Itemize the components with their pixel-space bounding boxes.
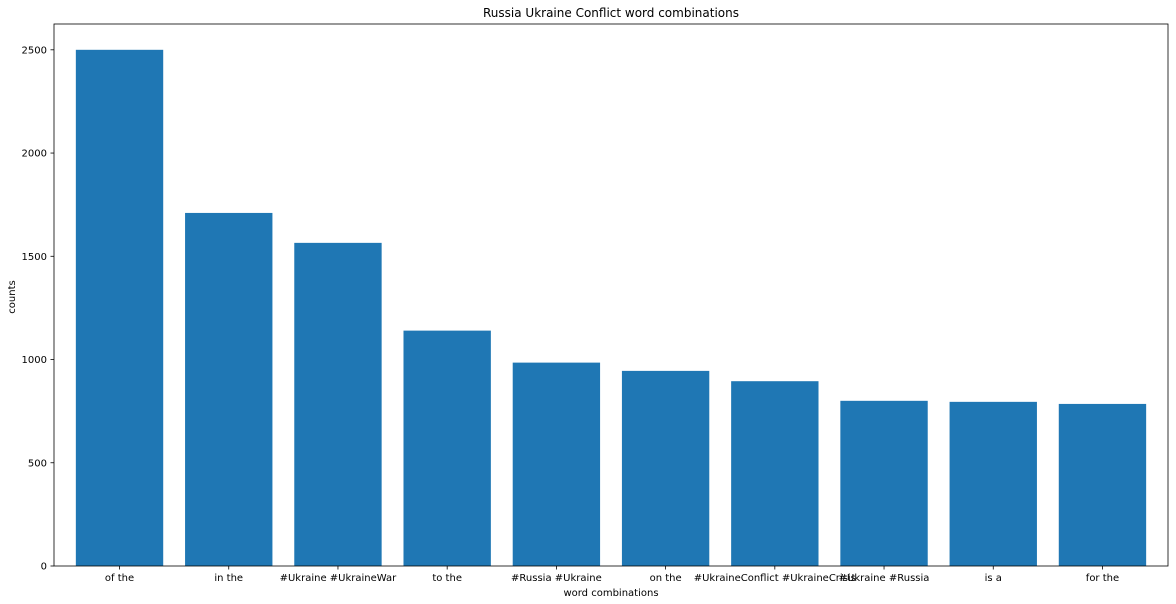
bar xyxy=(403,330,491,566)
x-tick-label: #UkraineConflict #UkraineCrisis xyxy=(694,573,856,584)
y-tick-label: 1000 xyxy=(22,355,47,366)
y-tick-label: 0 xyxy=(41,562,47,573)
x-tick-label: on the xyxy=(650,573,682,584)
x-tick-label: is a xyxy=(985,573,1002,584)
x-axis-label: word combinations xyxy=(563,588,658,599)
bar xyxy=(840,400,928,566)
y-axis-label: counts xyxy=(7,280,18,313)
bar xyxy=(185,212,273,566)
plot-area-frame xyxy=(53,23,1169,567)
y-tick-label: 2500 xyxy=(22,45,47,56)
bar xyxy=(731,381,819,566)
x-tick-label: to the xyxy=(432,573,462,584)
bar xyxy=(949,401,1037,566)
bar xyxy=(1058,403,1147,566)
axis-ticks: of the in the #Ukraine #UkraineWar to the #R… xyxy=(22,45,1120,584)
y-tick-label: 500 xyxy=(28,458,47,469)
bar xyxy=(294,242,382,567)
chart-title: Russia Ukraine Conflict word combination… xyxy=(483,6,739,20)
x-tick-label: #Ukraine #Russia xyxy=(839,573,930,584)
bars-group xyxy=(75,49,1147,567)
y-tick-label: 2000 xyxy=(22,149,47,160)
x-tick-label: #Ukraine #UkraineWar xyxy=(280,573,398,584)
x-tick-label: #Russia #Ukraine xyxy=(511,573,602,584)
bar xyxy=(621,370,710,566)
x-tick-label: for the xyxy=(1086,573,1119,584)
x-tick-label: in the xyxy=(214,573,243,584)
bar xyxy=(512,362,601,566)
x-tick-label: of the xyxy=(105,573,134,584)
bar xyxy=(75,49,164,567)
y-tick-label: 1500 xyxy=(22,252,47,263)
